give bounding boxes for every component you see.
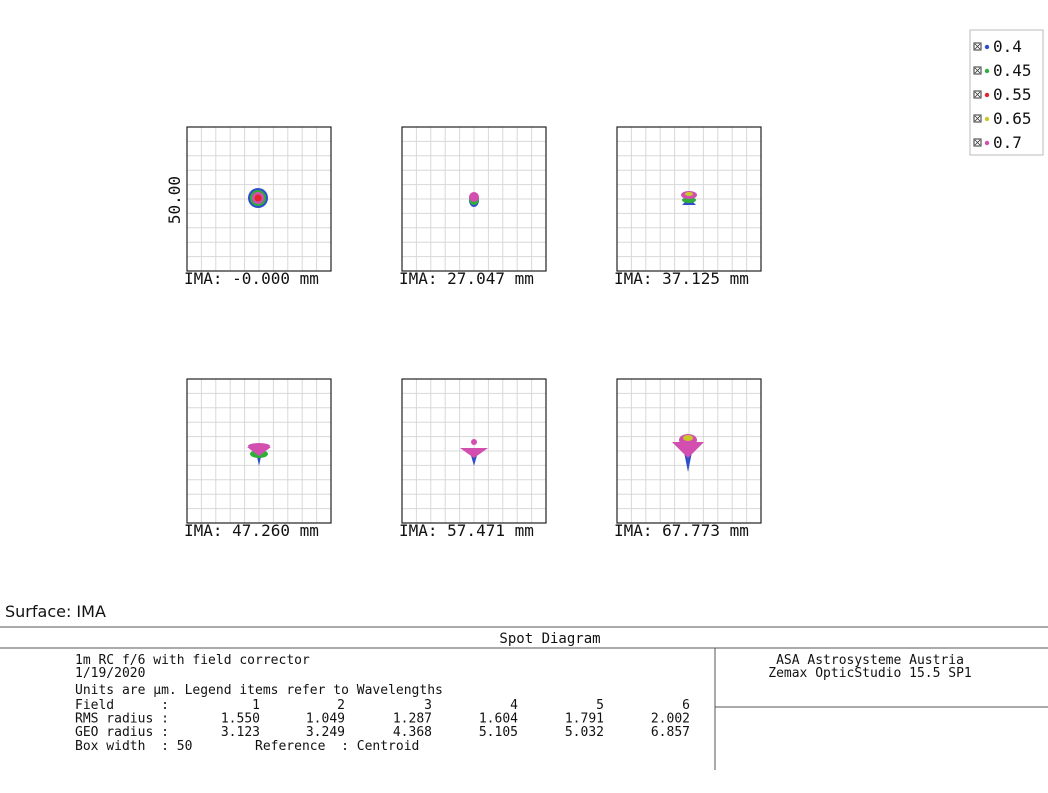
plot-box	[616, 126, 762, 272]
cell: 4	[510, 698, 518, 713]
legend-dot	[984, 140, 990, 146]
company: ASA Astrosysteme Austria	[776, 653, 964, 668]
legend-check	[974, 91, 981, 98]
plot-box	[401, 126, 547, 272]
footer-line: 1m RC f/6 with field corrector	[75, 653, 310, 668]
spot	[672, 442, 704, 458]
row-label: Field :	[75, 698, 169, 713]
spot	[684, 452, 692, 472]
row-label: GEO radius :	[75, 725, 169, 740]
cell: 1.791	[565, 712, 604, 727]
plot-box	[186, 126, 332, 272]
cell: 1.604	[479, 712, 518, 727]
legend-dot	[984, 116, 990, 122]
box-width: Box width : 50	[75, 739, 192, 754]
legend-dot	[984, 92, 990, 98]
plot-label: IMA: 27.047 mm	[399, 269, 534, 288]
legend-check	[974, 115, 981, 122]
cell: 2	[337, 698, 345, 713]
spot	[469, 192, 479, 202]
cell: 2.002	[651, 712, 690, 727]
plot-label: IMA: 57.471 mm	[399, 521, 534, 540]
legend-box	[969, 29, 1044, 156]
plot-label: IMA: 37.125 mm	[614, 269, 749, 288]
legend-label: 0.4	[993, 37, 1022, 56]
footer-line: Units are µm. Legend items refer to Wave…	[75, 683, 443, 698]
cell: 4.368	[393, 725, 432, 740]
footer-title: Spot Diagram	[499, 631, 600, 647]
spot	[685, 192, 693, 196]
cell: 1	[252, 698, 260, 713]
surface-label: Surface: IMA	[5, 602, 106, 621]
legend-label: 0.65	[993, 109, 1032, 128]
cell: 6	[682, 698, 690, 713]
plot-label: IMA: 67.773 mm	[614, 521, 749, 540]
plot-box	[616, 378, 762, 524]
legend-label: 0.55	[993, 85, 1032, 104]
cell: 5	[596, 698, 604, 713]
axis-label: 50.00	[165, 176, 184, 224]
cell: 1.049	[306, 712, 345, 727]
spot	[471, 439, 477, 445]
legend-check	[974, 67, 981, 74]
cell: 1.287	[393, 712, 432, 727]
plot-box	[401, 378, 547, 524]
cell: 5.105	[479, 725, 518, 740]
cell: 3.123	[221, 725, 260, 740]
spot	[460, 448, 488, 458]
reference: Reference : Centroid	[255, 739, 419, 754]
legend-label: 0.7	[993, 133, 1022, 152]
spot	[247, 447, 271, 456]
footer-line: 1/19/2020	[75, 666, 145, 681]
plot-label: IMA: 47.260 mm	[184, 521, 319, 540]
cell: 1.550	[221, 712, 260, 727]
cell: 5.032	[565, 725, 604, 740]
plot-box	[186, 378, 332, 524]
cell: 3.249	[306, 725, 345, 740]
software: Zemax OpticStudio 15.5 SP1	[768, 666, 972, 681]
plot-label: IMA: -0.000 mm	[184, 269, 319, 288]
legend-dot	[984, 44, 990, 50]
cell: 6.857	[651, 725, 690, 740]
spot	[683, 435, 693, 441]
spot	[248, 443, 270, 449]
legend-check	[974, 139, 981, 146]
row-label: RMS radius :	[75, 712, 169, 727]
legend-check	[974, 43, 981, 50]
legend-dot	[984, 68, 990, 74]
legend-label: 0.45	[993, 61, 1032, 80]
spot	[254, 194, 262, 202]
cell: 3	[424, 698, 432, 713]
